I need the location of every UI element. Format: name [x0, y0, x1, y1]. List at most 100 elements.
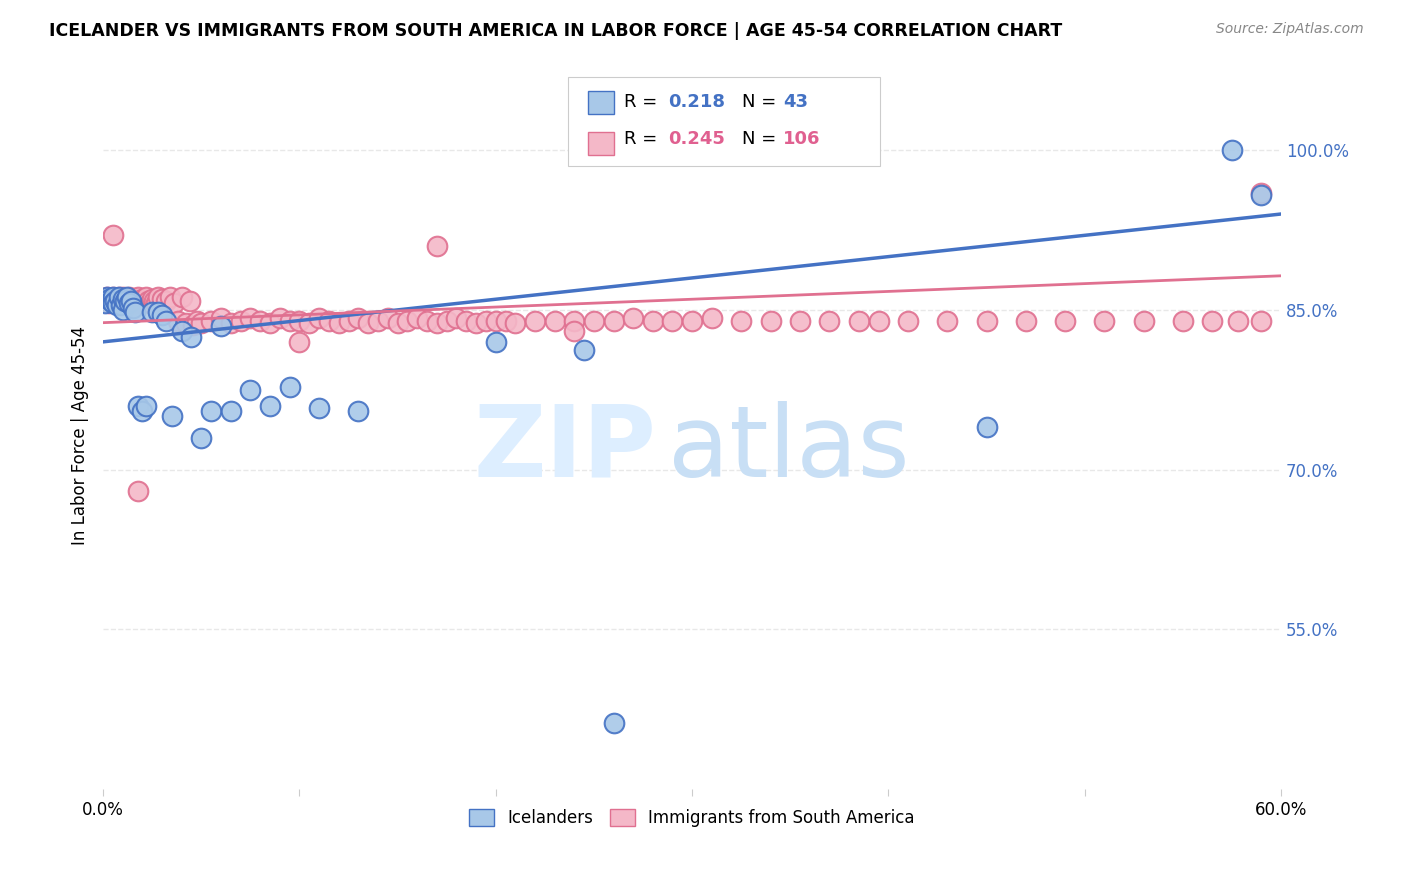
- Point: [288, 334, 311, 349]
- Point: [347, 404, 370, 418]
- Point: [278, 313, 301, 327]
- Point: [135, 290, 157, 304]
- Point: [108, 290, 131, 304]
- Point: [446, 311, 468, 326]
- Point: [115, 296, 138, 310]
- Point: [129, 296, 152, 310]
- Point: [259, 399, 281, 413]
- Point: [848, 313, 870, 327]
- Point: [1171, 313, 1194, 327]
- Point: [318, 313, 340, 327]
- Point: [308, 401, 330, 415]
- Point: [183, 318, 205, 332]
- Point: [436, 313, 458, 327]
- Point: [160, 409, 183, 424]
- Point: [269, 311, 291, 326]
- Point: [602, 716, 624, 731]
- Point: [179, 294, 201, 309]
- Point: [505, 316, 527, 330]
- Text: 106: 106: [783, 130, 820, 148]
- Point: [125, 294, 148, 309]
- Point: [98, 292, 121, 306]
- Point: [141, 305, 163, 319]
- Point: [209, 311, 232, 326]
- Point: [337, 313, 360, 327]
- Point: [357, 316, 380, 330]
- Point: [117, 290, 139, 304]
- Point: [124, 296, 146, 310]
- Point: [278, 379, 301, 393]
- Point: [96, 290, 118, 304]
- Point: [134, 294, 156, 309]
- Y-axis label: In Labor Force | Age 45-54: In Labor Force | Age 45-54: [72, 326, 89, 544]
- Point: [868, 313, 890, 327]
- Point: [124, 305, 146, 319]
- Point: [1201, 313, 1223, 327]
- Point: [159, 290, 181, 304]
- Point: [485, 313, 508, 327]
- Point: [562, 324, 585, 338]
- Point: [1226, 313, 1249, 327]
- Point: [127, 290, 149, 304]
- Point: [166, 313, 188, 327]
- Point: [426, 239, 449, 253]
- Point: [1092, 313, 1115, 327]
- Point: [259, 316, 281, 330]
- Point: [818, 313, 841, 327]
- Point: [759, 313, 782, 327]
- Point: [136, 294, 159, 309]
- Point: [475, 313, 498, 327]
- Point: [976, 313, 998, 327]
- Point: [100, 292, 122, 306]
- Point: [367, 313, 389, 327]
- Point: [465, 316, 488, 330]
- Point: [101, 228, 124, 243]
- Point: [105, 297, 128, 311]
- Point: [108, 290, 131, 304]
- Point: [117, 296, 139, 310]
- Point: [111, 296, 134, 310]
- Point: [621, 311, 644, 326]
- Point: [495, 313, 517, 327]
- Point: [456, 313, 478, 327]
- Point: [121, 301, 143, 315]
- Point: [163, 296, 186, 310]
- Text: 43: 43: [783, 93, 807, 112]
- Point: [114, 292, 136, 306]
- Point: [1015, 313, 1038, 327]
- Point: [298, 316, 321, 330]
- Point: [141, 292, 163, 306]
- Point: [239, 311, 262, 326]
- Point: [789, 313, 811, 327]
- Point: [101, 290, 124, 304]
- Point: [562, 313, 585, 327]
- Point: [219, 404, 242, 418]
- Point: [96, 290, 118, 304]
- Bar: [588, 132, 614, 155]
- Point: [100, 294, 122, 309]
- Point: [150, 308, 173, 322]
- Text: 0.245: 0.245: [668, 130, 725, 148]
- Point: [249, 313, 271, 327]
- Point: [936, 313, 959, 327]
- Point: [681, 313, 703, 327]
- Point: [180, 329, 202, 343]
- Bar: [588, 91, 614, 114]
- Point: [111, 292, 134, 306]
- Point: [94, 296, 117, 310]
- Point: [416, 313, 439, 327]
- Point: [200, 404, 222, 418]
- Point: [98, 296, 121, 310]
- Text: 0.218: 0.218: [668, 93, 725, 112]
- Point: [115, 290, 138, 304]
- Point: [543, 313, 565, 327]
- Point: [121, 292, 143, 306]
- Point: [1250, 187, 1272, 202]
- Point: [111, 302, 134, 317]
- Point: [110, 297, 132, 311]
- Point: [155, 313, 177, 327]
- Point: [186, 313, 208, 327]
- Point: [308, 311, 330, 326]
- Text: N =: N =: [741, 130, 782, 148]
- Point: [101, 294, 124, 309]
